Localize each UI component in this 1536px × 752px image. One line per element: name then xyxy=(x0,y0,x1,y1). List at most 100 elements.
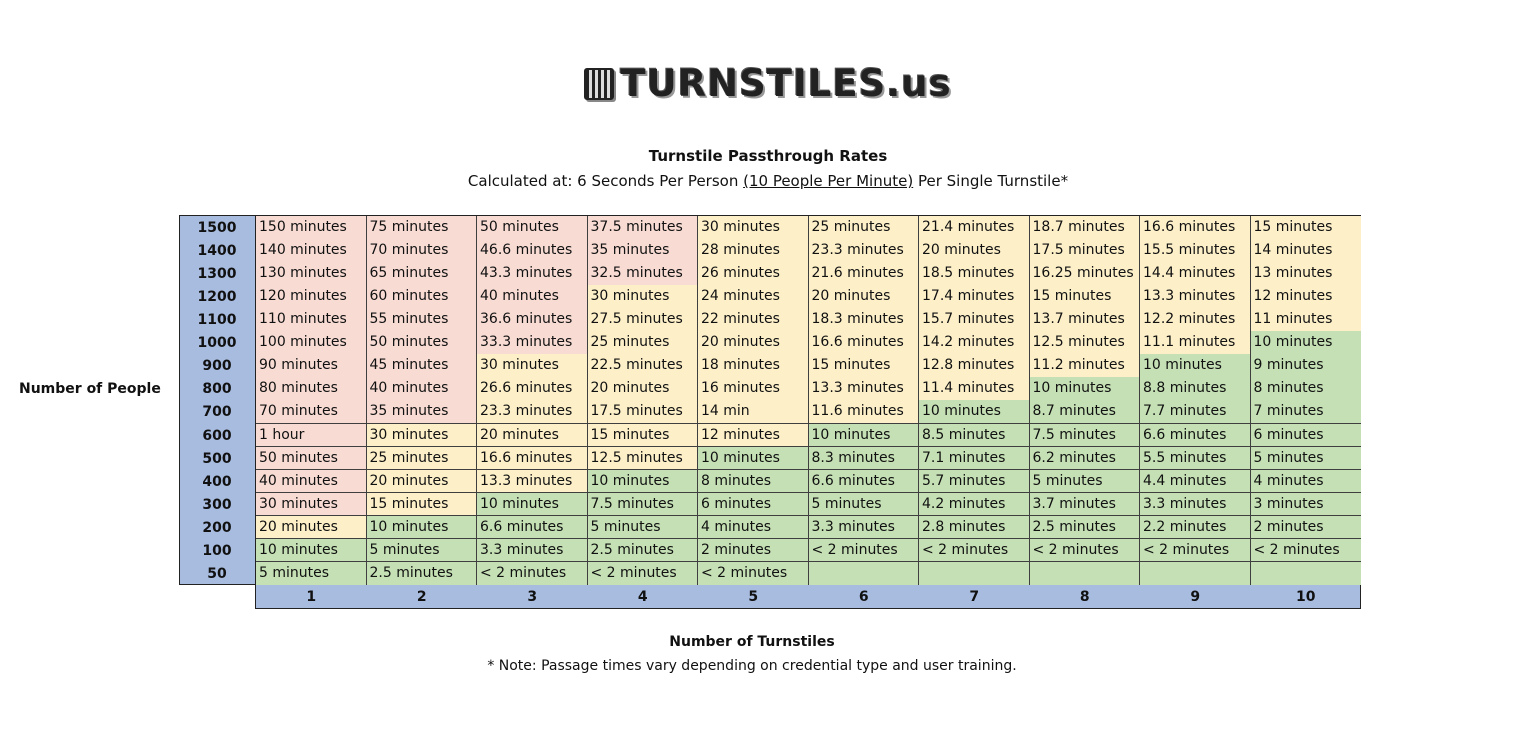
table-cell: 10 minutes xyxy=(698,446,809,471)
logo-text: TURNSTILES.us xyxy=(620,62,952,105)
table-cell: < 2 minutes xyxy=(1140,538,1251,563)
table-cell: 26.6 minutes xyxy=(477,377,588,401)
table-cell: 8 minutes xyxy=(1250,377,1361,401)
table-cell: 25 minutes xyxy=(587,331,698,355)
table-cell: 70 minutes xyxy=(256,400,367,425)
table-cell: 90 minutes xyxy=(256,354,367,378)
table-cell: 3.3 minutes xyxy=(477,538,588,563)
table-cell: 2.2 minutes xyxy=(1140,515,1251,540)
table-cell: 16.6 minutes xyxy=(477,446,588,471)
table-cell: 18.7 minutes xyxy=(1029,216,1140,240)
table-cell: 8.7 minutes xyxy=(1029,400,1140,425)
table-cell: 27.5 minutes xyxy=(587,308,698,332)
table-cell: 6.2 minutes xyxy=(1029,446,1140,471)
table-cell: 5 minutes xyxy=(1250,446,1361,471)
table-cell: 3.3 minutes xyxy=(808,515,919,540)
table-cell: 46.6 minutes xyxy=(477,239,588,263)
table-cell: 2 minutes xyxy=(698,538,809,563)
table-cell: 35 minutes xyxy=(587,239,698,263)
table-cell: 30 minutes xyxy=(366,423,477,448)
column-header: 6 xyxy=(858,589,869,605)
table-cell: 75 minutes xyxy=(366,216,477,240)
row-header: 200 xyxy=(202,519,232,536)
table-cell: 5.7 minutes xyxy=(919,469,1030,494)
row-header: 500 xyxy=(202,450,232,467)
table-cell: 18.5 minutes xyxy=(919,262,1030,286)
logo: TURNSTILES.us xyxy=(0,62,1536,105)
row-header: 1300 xyxy=(197,266,237,283)
table-cell: 23.3 minutes xyxy=(808,239,919,263)
table-cell: 18 minutes xyxy=(698,354,809,378)
table-cell: 2.5 minutes xyxy=(587,538,698,563)
table-cell: 10 minutes xyxy=(587,469,698,494)
chart-title: Turnstile Passthrough Rates xyxy=(648,147,888,165)
table-cell: 70 minutes xyxy=(366,239,477,263)
table-cell: 15.7 minutes xyxy=(919,308,1030,332)
table-cell: 40 minutes xyxy=(366,377,477,401)
table-cell: 30 minutes xyxy=(698,216,809,240)
table-cell: 5 minutes xyxy=(808,492,919,517)
table-cell: 5 minutes xyxy=(587,515,698,540)
row-header: 50 xyxy=(207,565,227,582)
table-cell: 6.6 minutes xyxy=(477,515,588,540)
row-header: 900 xyxy=(202,358,232,375)
table-cell: 11.1 minutes xyxy=(1140,331,1251,355)
table-cell: 15.5 minutes xyxy=(1140,239,1251,263)
row-header: 1200 xyxy=(197,289,237,306)
table-cell: 26 minutes xyxy=(698,262,809,286)
table-cell: 25 minutes xyxy=(808,216,919,240)
row-header: 300 xyxy=(202,496,232,513)
table-cell: 15 minutes xyxy=(808,354,919,378)
table-cell: 12 minutes xyxy=(698,423,809,448)
table-cell: 32.5 minutes xyxy=(587,262,698,286)
table-cell: 55 minutes xyxy=(366,308,477,332)
table-cell: 13.3 minutes xyxy=(477,469,588,494)
table-cell: 120 minutes xyxy=(256,285,367,309)
table-cell: < 2 minutes xyxy=(919,538,1030,563)
y-axis-label: Number of People xyxy=(19,381,161,397)
table-cell: 21.6 minutes xyxy=(808,262,919,286)
table-cell xyxy=(1140,561,1251,586)
table-cell: 7.7 minutes xyxy=(1140,400,1251,425)
table-cell: 7.1 minutes xyxy=(919,446,1030,471)
row-header: 1000 xyxy=(197,335,237,352)
table-cell: 36.6 minutes xyxy=(477,308,588,332)
table-cell: 6 minutes xyxy=(698,492,809,517)
table-cell: 8.5 minutes xyxy=(919,423,1030,448)
row-header: 1400 xyxy=(197,243,237,260)
table-cell: 10 minutes xyxy=(366,515,477,540)
table-cell: 15 minutes xyxy=(366,492,477,517)
table-cell: < 2 minutes xyxy=(587,561,698,586)
rates-table: 150 minutes 75 minutes 50 minutes 37.5 minu… xyxy=(255,215,1361,586)
table-cell: 13 minutes xyxy=(1250,262,1361,286)
table-cell: 80 minutes xyxy=(256,377,367,401)
table-cell: 6 minutes xyxy=(1250,423,1361,448)
column-header: 9 xyxy=(1190,589,1201,605)
footnote: * Note: Passage times vary depending on … xyxy=(487,658,1017,674)
column-header: 10 xyxy=(1296,589,1316,605)
table-cell: 33.3 minutes xyxy=(477,331,588,355)
table-cell: 10 minutes xyxy=(1140,354,1251,378)
subtitle-rate: (10 People Per Minute) xyxy=(743,172,914,190)
row-header: 1100 xyxy=(197,312,237,329)
subtitle-prefix: Calculated at: 6 Seconds Per Person xyxy=(467,172,744,190)
table-cell: < 2 minutes xyxy=(1029,538,1140,563)
table-cell: 14.4 minutes xyxy=(1140,262,1251,286)
table-cell: 150 minutes xyxy=(256,216,367,240)
table-cell: 10 minutes xyxy=(808,423,919,448)
row-header: 400 xyxy=(202,473,232,490)
table-cell: 25 minutes xyxy=(366,446,477,471)
table-cell: < 2 minutes xyxy=(808,538,919,563)
table-cell: 12.5 minutes xyxy=(1029,331,1140,355)
table-cell: 4 minutes xyxy=(698,515,809,540)
table-cell: 16.6 minutes xyxy=(1140,216,1251,240)
table-cell: 16.25 minutes xyxy=(1029,262,1140,286)
table-cell: 3.3 minutes xyxy=(1140,492,1251,517)
turnstile-gate-icon xyxy=(584,67,615,100)
table-cell: 50 minutes xyxy=(477,216,588,240)
table-cell: < 2 minutes xyxy=(1250,538,1361,563)
table-cell: 3.7 minutes xyxy=(1029,492,1140,517)
table-cell: 17.5 minutes xyxy=(1029,239,1140,263)
table-cell: 65 minutes xyxy=(366,262,477,286)
x-axis-label: Number of Turnstiles xyxy=(669,634,835,650)
